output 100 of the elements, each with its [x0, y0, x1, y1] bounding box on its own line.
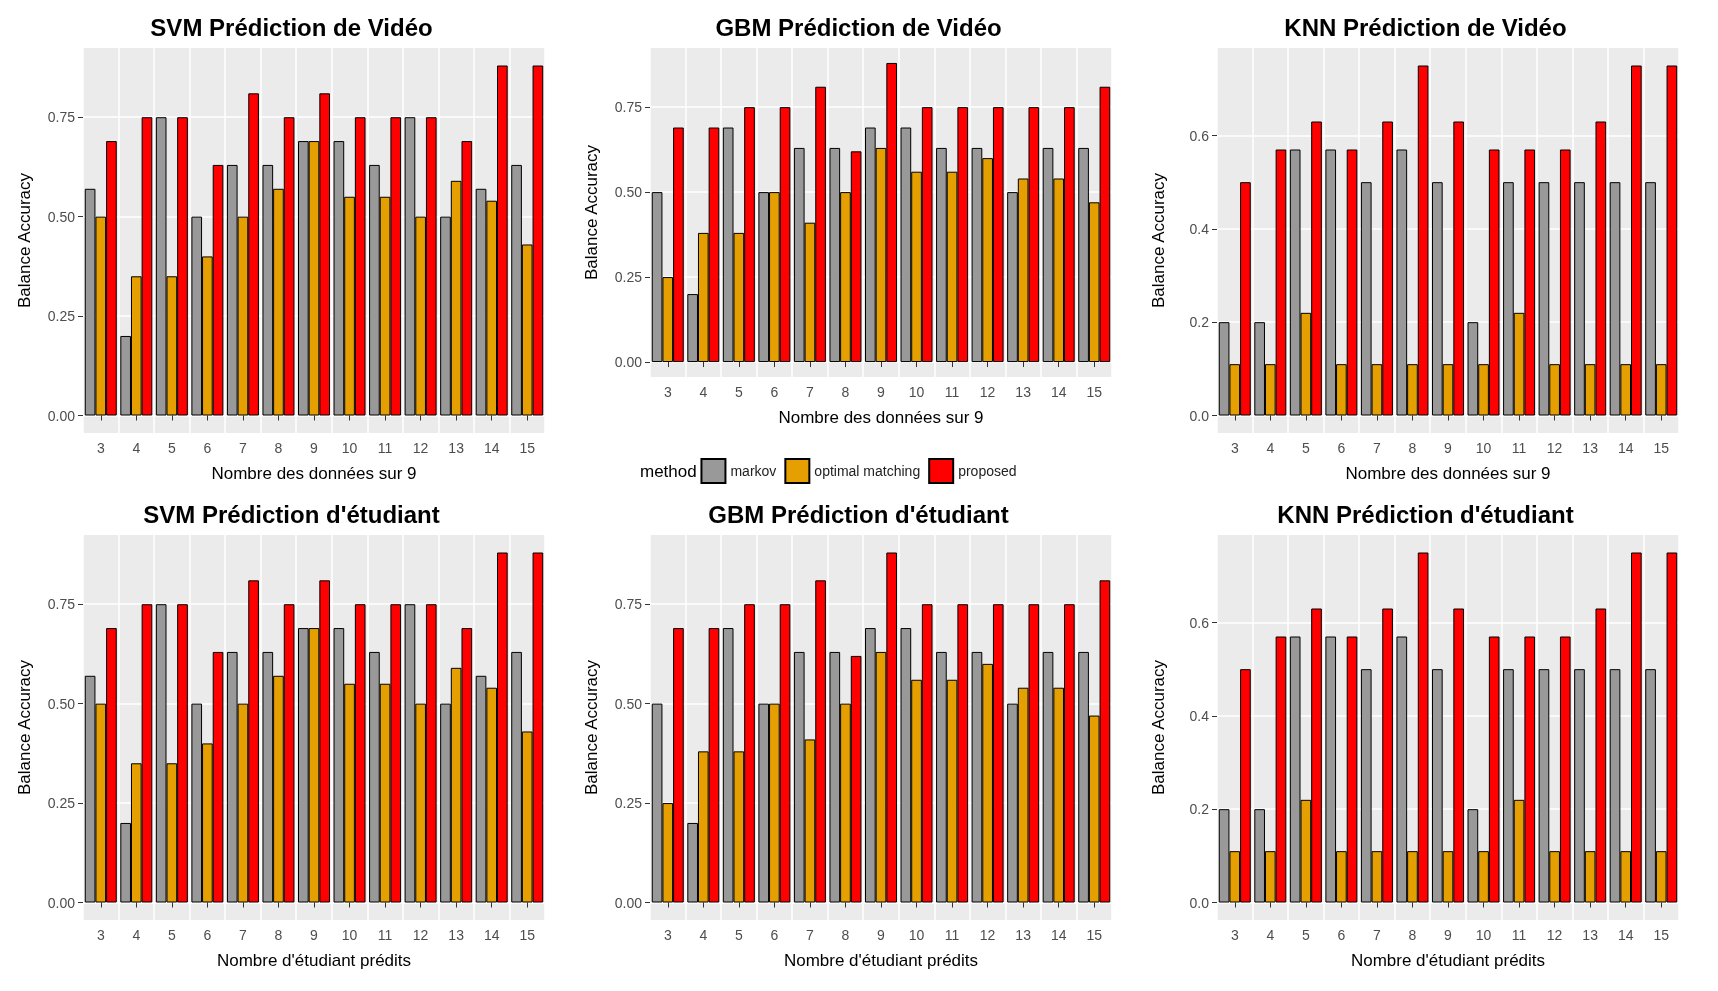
x-tick-label: 9	[310, 927, 319, 943]
x-tick-label: 12	[412, 927, 429, 943]
x-tick-label: 6	[770, 927, 779, 943]
x-tick-label: 3	[1230, 440, 1239, 456]
y-tick-label: 0.25	[614, 795, 643, 812]
chart-title: SVM Prédiction d'étudiant	[143, 500, 440, 528]
x-tick-label: 8	[274, 440, 283, 456]
x-tick-label: 3	[96, 440, 105, 456]
x-tick-label: 8	[841, 927, 850, 943]
y-tick-label: 0.00	[47, 894, 76, 911]
y-tick-label: 0.50	[47, 208, 76, 225]
x-tick-label: 7	[806, 927, 815, 943]
y-tick-label: 0.0	[1189, 407, 1210, 424]
x-tick-label: 12	[979, 927, 996, 943]
x-tick-label: 5	[734, 927, 743, 943]
y-tick-label: 0.2	[1189, 314, 1210, 331]
x-tick-label: 12	[1546, 927, 1563, 943]
x-tick-label: 10	[908, 927, 925, 943]
y-axis-title: Balance Accuracy	[1149, 659, 1168, 796]
x-tick-label: 5	[734, 384, 743, 400]
x-tick-label: 14	[1050, 927, 1067, 943]
x-tick-label: 3	[96, 927, 105, 943]
x-tick-label: 4	[699, 384, 708, 400]
x-tick-label: 12	[412, 440, 429, 456]
x-axis-title: Nombre d'étudiant prédits	[1350, 951, 1546, 970]
x-tick-label: 4	[132, 440, 141, 456]
y-tick-label: 0.25	[614, 269, 643, 286]
x-tick-label: 8	[274, 927, 283, 943]
x-tick-label: 13	[1015, 384, 1032, 400]
x-tick-label: 14	[483, 440, 500, 456]
x-tick-label: 10	[341, 440, 358, 456]
legend-label: optimal matching	[814, 463, 921, 479]
x-tick-label: 7	[239, 927, 248, 943]
y-axis-title: Balance Accuracy	[582, 659, 601, 796]
x-tick-label: 13	[1582, 440, 1599, 456]
x-tick-label: 9	[1444, 927, 1453, 943]
y-tick-label: 0.25	[47, 308, 76, 325]
x-axis-title: Nombre d'étudiant prédits	[216, 951, 412, 970]
y-tick-label: 0.4	[1189, 707, 1210, 724]
chart-title: KNN Prédiction de Vidéo	[1284, 13, 1567, 41]
x-tick-label: 9	[1444, 440, 1453, 456]
x-tick-label: 6	[770, 384, 779, 400]
x-tick-label: 6	[1337, 440, 1346, 456]
x-tick-label: 8	[1408, 440, 1417, 456]
y-tick-label: 0.2	[1189, 801, 1210, 818]
x-tick-label: 13	[1582, 927, 1599, 943]
x-tick-label: 8	[1408, 927, 1417, 943]
y-tick-label: 0.00	[614, 354, 643, 371]
x-tick-label: 7	[806, 384, 815, 400]
y-tick-label: 0.00	[47, 407, 76, 424]
legend-label: markov	[730, 463, 777, 479]
x-tick-label: 3	[663, 927, 672, 943]
x-tick-label: 14	[1617, 440, 1634, 456]
x-tick-label: 4	[1266, 440, 1275, 456]
x-axis-title: Nombre des données sur 9	[778, 408, 984, 427]
y-tick-label: 0.50	[614, 695, 643, 712]
x-tick-label: 12	[1546, 440, 1563, 456]
y-axis-title: Balance Accuracy	[15, 172, 34, 309]
x-tick-label: 8	[841, 384, 850, 400]
y-axis-title: Balance Accuracy	[1149, 172, 1168, 309]
x-tick-label: 5	[167, 440, 176, 456]
x-tick-label: 10	[341, 927, 358, 943]
x-tick-label: 15	[1086, 384, 1103, 400]
x-tick-label: 15	[1086, 927, 1103, 943]
y-tick-label: 0.25	[47, 795, 76, 812]
x-tick-label: 6	[203, 927, 212, 943]
y-tick-label: 0.75	[614, 596, 643, 613]
y-tick-label: 0.0	[1189, 894, 1210, 911]
x-tick-label: 5	[167, 927, 176, 943]
y-axis-title: Balance Accuracy	[15, 659, 34, 796]
x-tick-label: 5	[1301, 927, 1310, 943]
x-tick-label: 14	[1617, 927, 1634, 943]
x-tick-label: 9	[877, 927, 886, 943]
x-tick-label: 15	[1653, 440, 1670, 456]
x-tick-label: 7	[239, 440, 248, 456]
x-tick-label: 4	[132, 927, 141, 943]
x-tick-label: 7	[1373, 927, 1382, 943]
y-axis-title: Balance Accuracy	[582, 144, 601, 281]
x-tick-label: 14	[483, 927, 500, 943]
x-tick-label: 11	[377, 440, 393, 456]
chart-title: SVM Prédiction de Vidéo	[150, 13, 433, 41]
y-tick-label: 0.50	[47, 695, 76, 712]
x-tick-label: 12	[979, 384, 996, 400]
y-tick-label: 0.75	[47, 109, 76, 126]
x-tick-label: 15	[519, 927, 536, 943]
x-tick-label: 10	[1475, 440, 1492, 456]
legend-label: proposed	[958, 463, 1017, 479]
x-tick-label: 4	[1266, 927, 1275, 943]
x-tick-label: 3	[1230, 927, 1239, 943]
chart-title: KNN Prédiction d'étudiant	[1277, 500, 1574, 528]
x-tick-label: 14	[1050, 384, 1067, 400]
x-tick-label: 11	[1511, 440, 1527, 456]
y-tick-label: 0.50	[614, 184, 643, 201]
x-tick-label: 11	[944, 927, 960, 943]
x-tick-label: 13	[448, 927, 465, 943]
x-tick-label: 15	[1653, 927, 1670, 943]
y-tick-label: 0.75	[614, 99, 643, 116]
x-axis-title: Nombre des données sur 9	[1345, 464, 1551, 483]
x-tick-label: 10	[1475, 927, 1492, 943]
x-tick-label: 3	[663, 384, 672, 400]
